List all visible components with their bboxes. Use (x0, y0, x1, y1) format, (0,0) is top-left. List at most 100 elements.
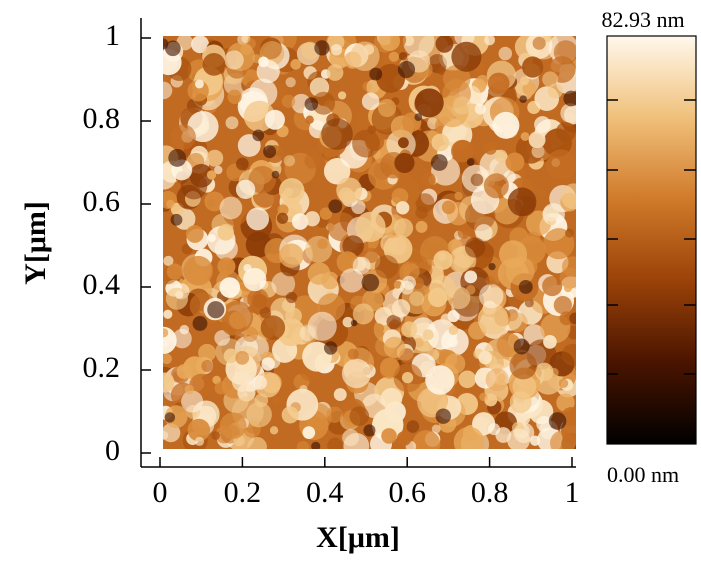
grain (217, 257, 236, 276)
y-tick-label: 0.8 (83, 102, 121, 135)
grain (201, 360, 214, 372)
pit (207, 301, 225, 319)
grain (498, 46, 513, 61)
pit (466, 158, 475, 166)
grain (163, 81, 173, 100)
grain (565, 228, 575, 238)
grain (175, 290, 184, 299)
grain (496, 332, 521, 358)
grain (163, 328, 169, 338)
grain (444, 353, 466, 374)
grain (326, 64, 344, 81)
grain (535, 362, 554, 382)
grain (304, 152, 321, 169)
grain (380, 387, 403, 410)
grain (377, 98, 397, 118)
grain (453, 426, 485, 449)
grain (507, 187, 537, 217)
pit (435, 408, 452, 424)
grain (457, 227, 470, 239)
grain (278, 178, 305, 204)
grain (256, 59, 280, 84)
grain (386, 314, 401, 330)
pit (350, 319, 358, 327)
grain (296, 441, 310, 449)
grain (304, 211, 320, 227)
grain (163, 372, 175, 393)
grain (477, 304, 509, 335)
grain (166, 263, 183, 280)
grain (312, 91, 336, 115)
grain (349, 406, 370, 427)
grain (397, 137, 409, 149)
grain (361, 92, 380, 111)
grain (333, 388, 347, 402)
grain (223, 348, 239, 364)
grain (352, 129, 381, 158)
grain (379, 36, 401, 52)
grain (391, 299, 411, 318)
grain (202, 52, 226, 76)
grain (194, 436, 205, 446)
grain (342, 316, 354, 328)
grain (206, 149, 224, 167)
colorbar-label: 0.00 nm (607, 462, 679, 487)
grain (180, 172, 208, 200)
grain (483, 141, 497, 155)
grain (415, 220, 428, 233)
grain (217, 224, 234, 241)
grain (383, 336, 406, 359)
grain (547, 83, 563, 99)
grain (176, 364, 192, 379)
grain (415, 206, 429, 219)
grain (464, 237, 486, 258)
grain (443, 64, 471, 93)
grain (388, 51, 400, 62)
grain (494, 149, 508, 163)
grain (305, 235, 333, 263)
grain (341, 358, 372, 389)
grain (488, 423, 501, 436)
grain (336, 251, 359, 273)
grain (479, 392, 488, 402)
grain (420, 361, 435, 375)
grain (464, 270, 478, 284)
grain (475, 224, 493, 242)
grain (367, 125, 377, 135)
grain (485, 368, 509, 392)
grain (219, 277, 241, 298)
grain (206, 170, 217, 180)
grain (246, 207, 270, 231)
grain (376, 63, 406, 93)
grain (321, 118, 353, 150)
grain (243, 267, 267, 292)
grain (285, 307, 302, 325)
grain (235, 179, 256, 200)
grain (532, 36, 546, 50)
grain (374, 323, 385, 334)
pit (548, 412, 567, 430)
grain (393, 280, 402, 289)
grain (181, 390, 204, 413)
grain (248, 165, 277, 194)
grain (478, 350, 492, 365)
grain (438, 224, 447, 233)
grain (487, 72, 510, 95)
pit (304, 97, 319, 111)
grain (440, 313, 452, 325)
x-tick-label: 0.6 (388, 476, 426, 509)
grain (465, 285, 476, 295)
grain (285, 291, 298, 304)
grain (381, 428, 397, 444)
grain (224, 50, 244, 70)
grain (422, 329, 434, 341)
grain (338, 187, 354, 203)
pit (361, 273, 380, 292)
grain (281, 94, 296, 109)
pit (263, 145, 277, 159)
grain (485, 275, 496, 286)
grain (542, 276, 563, 297)
grain (483, 173, 509, 199)
grain (520, 132, 530, 141)
grain (183, 255, 213, 286)
